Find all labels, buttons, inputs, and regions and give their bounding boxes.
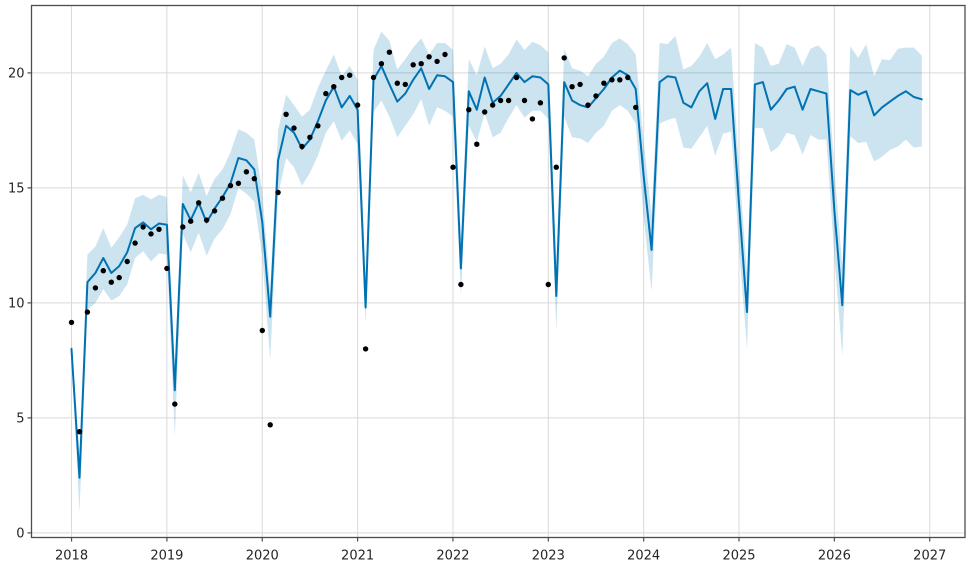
observed-point bbox=[617, 77, 623, 83]
x-tick-label: 2025 bbox=[722, 549, 755, 564]
observed-point bbox=[466, 107, 472, 113]
observed-point bbox=[347, 72, 353, 78]
observed-point bbox=[156, 226, 162, 232]
observed-point bbox=[172, 401, 178, 407]
observed-point bbox=[227, 182, 234, 189]
observed-point bbox=[497, 97, 504, 104]
observed-point bbox=[211, 208, 218, 214]
uncertainty-band bbox=[71, 31, 922, 513]
y-axis: 0 5 10 15 20 bbox=[8, 66, 32, 541]
x-tick-label: 2021 bbox=[341, 549, 374, 564]
observed-point bbox=[378, 61, 385, 67]
observed-point bbox=[283, 111, 289, 118]
observed-point bbox=[219, 195, 226, 201]
observed-point bbox=[100, 268, 107, 274]
observed-point bbox=[68, 319, 75, 326]
observed-point bbox=[92, 285, 99, 291]
x-axis: 2018 2019 2020 2021 2022 2023 2024 2025 2026 2027 bbox=[55, 537, 946, 564]
observed-point bbox=[108, 279, 115, 285]
y-tick-label: 0 bbox=[16, 526, 24, 541]
x-tick-label: 2018 bbox=[55, 549, 88, 564]
observed-point bbox=[529, 116, 536, 122]
y-tick-label: 15 bbox=[8, 181, 25, 196]
observed-point bbox=[545, 281, 551, 288]
observed-point bbox=[426, 54, 432, 60]
observed-point bbox=[180, 224, 186, 230]
plot-border bbox=[30, 4, 966, 539]
observed-point bbox=[585, 102, 591, 108]
observed-point bbox=[521, 97, 528, 104]
observed-point bbox=[354, 102, 361, 108]
observed-point bbox=[132, 240, 138, 246]
y-tick-label: 5 bbox=[16, 411, 24, 426]
observation-dots bbox=[68, 49, 639, 435]
observed-point bbox=[490, 102, 496, 108]
observed-point bbox=[633, 104, 639, 111]
x-tick-label: 2026 bbox=[818, 549, 851, 564]
uncertainty-band-area bbox=[71, 31, 922, 513]
observed-point bbox=[410, 62, 416, 68]
observed-point bbox=[577, 81, 583, 88]
observed-point bbox=[259, 327, 265, 334]
observed-point bbox=[474, 141, 480, 147]
observed-point bbox=[505, 97, 512, 104]
axes-spines bbox=[30, 4, 966, 539]
observed-point bbox=[331, 84, 337, 90]
x-tick-label: 2027 bbox=[913, 549, 946, 564]
observed-point bbox=[569, 84, 575, 90]
x-tick-label: 2020 bbox=[246, 549, 279, 564]
observed-point bbox=[561, 55, 567, 61]
y-tick-label: 20 bbox=[8, 66, 25, 81]
observed-point bbox=[124, 258, 130, 265]
observed-point bbox=[188, 218, 194, 224]
observed-point bbox=[482, 109, 488, 115]
observed-point bbox=[625, 74, 631, 81]
observed-point bbox=[458, 281, 464, 288]
y-tick-label: 10 bbox=[8, 296, 25, 311]
x-tick-label: 2019 bbox=[150, 549, 183, 564]
observed-point bbox=[593, 93, 599, 99]
observed-point bbox=[84, 309, 91, 315]
x-tick-label: 2023 bbox=[532, 549, 565, 564]
observed-point bbox=[323, 90, 329, 97]
observed-point bbox=[442, 51, 448, 58]
observed-point bbox=[307, 134, 313, 140]
observed-point bbox=[275, 189, 281, 196]
observed-point bbox=[291, 125, 297, 131]
observed-point bbox=[164, 265, 170, 272]
observed-point bbox=[299, 143, 305, 150]
observed-point bbox=[315, 123, 321, 129]
observed-point bbox=[116, 274, 122, 281]
observed-point bbox=[434, 58, 440, 65]
observed-point bbox=[148, 231, 154, 237]
observed-point bbox=[235, 180, 242, 186]
observed-point bbox=[553, 164, 559, 170]
observed-point bbox=[418, 61, 424, 67]
observed-point bbox=[251, 176, 257, 182]
observed-point bbox=[76, 429, 83, 435]
x-tick-label: 2024 bbox=[627, 549, 660, 564]
observed-point bbox=[609, 77, 615, 83]
observed-point bbox=[140, 224, 146, 230]
observed-point bbox=[339, 74, 345, 81]
observed-point bbox=[243, 169, 250, 175]
observed-point bbox=[537, 100, 544, 106]
observed-point bbox=[267, 422, 273, 428]
observed-point bbox=[513, 74, 520, 81]
observed-point bbox=[386, 49, 393, 55]
observed-point bbox=[196, 200, 202, 206]
observed-point bbox=[402, 81, 408, 88]
observed-point bbox=[370, 74, 377, 81]
observed-point bbox=[203, 217, 210, 223]
observed-point bbox=[450, 164, 456, 170]
x-tick-label: 2022 bbox=[436, 549, 469, 564]
observed-point bbox=[362, 346, 369, 352]
observed-point bbox=[394, 80, 400, 86]
observed-point bbox=[601, 80, 607, 86]
